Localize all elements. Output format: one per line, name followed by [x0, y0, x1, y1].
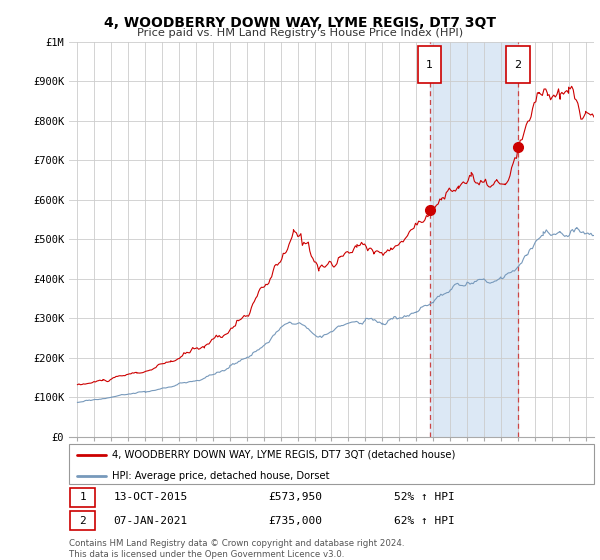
Text: Contains HM Land Registry data © Crown copyright and database right 2024.
This d: Contains HM Land Registry data © Crown c… — [69, 539, 404, 559]
Bar — [70, 488, 95, 507]
Text: 4, WOODBERRY DOWN WAY, LYME REGIS, DT7 3QT (detached house): 4, WOODBERRY DOWN WAY, LYME REGIS, DT7 3… — [112, 450, 455, 460]
Text: 1: 1 — [79, 492, 86, 502]
Bar — [506, 46, 530, 83]
Text: 07-JAN-2021: 07-JAN-2021 — [113, 516, 188, 526]
Bar — [430, 42, 518, 437]
Text: £573,950: £573,950 — [269, 492, 323, 502]
Bar — [70, 511, 95, 530]
Text: 2: 2 — [515, 60, 521, 69]
Text: 52% ↑ HPI: 52% ↑ HPI — [395, 492, 455, 502]
Text: £735,000: £735,000 — [269, 516, 323, 526]
Text: 2: 2 — [79, 516, 86, 526]
Text: 1: 1 — [426, 60, 433, 69]
Text: HPI: Average price, detached house, Dorset: HPI: Average price, detached house, Dors… — [112, 470, 329, 480]
Text: 13-OCT-2015: 13-OCT-2015 — [113, 492, 188, 502]
Text: Price paid vs. HM Land Registry's House Price Index (HPI): Price paid vs. HM Land Registry's House … — [137, 28, 463, 38]
Bar — [418, 46, 442, 83]
Text: 4, WOODBERRY DOWN WAY, LYME REGIS, DT7 3QT: 4, WOODBERRY DOWN WAY, LYME REGIS, DT7 3… — [104, 16, 496, 30]
Text: 62% ↑ HPI: 62% ↑ HPI — [395, 516, 455, 526]
